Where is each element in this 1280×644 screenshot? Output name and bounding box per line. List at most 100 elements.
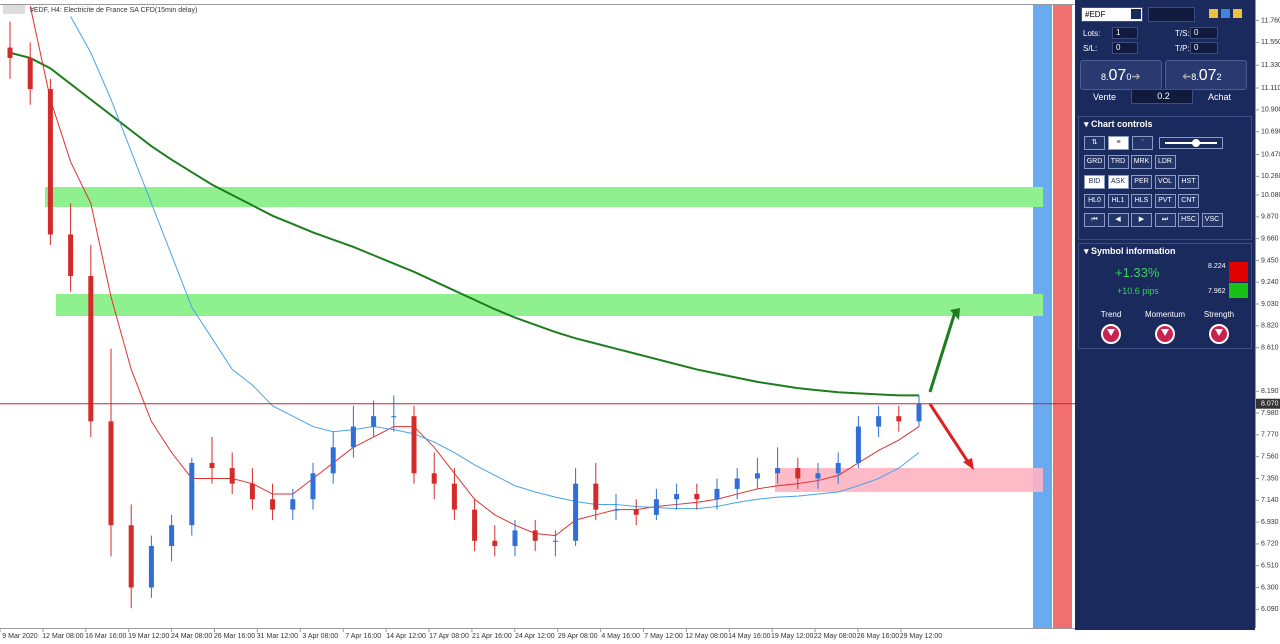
x-tick-label: 9 Mar 2020 bbox=[2, 633, 38, 640]
label: T/P: bbox=[1175, 44, 1190, 53]
y-tick-label: 8.610 bbox=[1261, 344, 1279, 351]
control-button[interactable]: BID bbox=[1084, 175, 1105, 189]
candle-body bbox=[229, 468, 235, 484]
resistance-zone bbox=[56, 294, 1043, 316]
search-field[interactable] bbox=[1148, 7, 1195, 22]
control-button[interactable]: PER bbox=[1131, 175, 1152, 189]
y-tick-label: 6.090 bbox=[1261, 606, 1279, 613]
control-button[interactable]: ASK bbox=[1107, 175, 1129, 189]
candle-body bbox=[472, 509, 478, 541]
window-icon[interactable] bbox=[3, 5, 25, 14]
nav-button[interactable]: ◀ bbox=[1107, 213, 1129, 227]
icon[interactable] bbox=[1209, 9, 1218, 18]
ts-input[interactable]: 0 bbox=[1190, 27, 1218, 39]
tp-input[interactable]: 0 bbox=[1190, 42, 1218, 54]
dropdown-icon[interactable] bbox=[1131, 9, 1141, 19]
y-tick-label: 10.900 bbox=[1261, 107, 1280, 114]
candle-body bbox=[653, 499, 659, 515]
icon-button[interactable]: ⌃ bbox=[1132, 136, 1153, 150]
support-zone bbox=[775, 468, 1043, 492]
candle-body bbox=[451, 483, 457, 510]
candle-body bbox=[674, 494, 680, 500]
indicator-arrow bbox=[1209, 324, 1229, 344]
current-price-tag bbox=[1256, 398, 1280, 409]
up-arrow-head bbox=[950, 308, 960, 320]
x-tick-label: 12 May 08:00 bbox=[685, 633, 728, 640]
x-tick-label: 7 Apr 16:00 bbox=[345, 633, 381, 640]
y-tick-label: 9.660 bbox=[1261, 235, 1279, 242]
control-button[interactable]: PVT bbox=[1154, 194, 1176, 208]
control-button[interactable]: HL1 bbox=[1107, 194, 1129, 208]
symbol: #EDF bbox=[1085, 10, 1106, 19]
icon-button[interactable]: ≡ bbox=[1108, 136, 1129, 150]
icon-button[interactable]: ⇅ bbox=[1084, 136, 1105, 150]
y-tick-label: 10.690 bbox=[1261, 129, 1280, 136]
control-button[interactable]: MRK bbox=[1131, 155, 1152, 169]
control-button[interactable]: CNT bbox=[1178, 194, 1199, 208]
indicator: Trend bbox=[1083, 310, 1139, 344]
control-button[interactable]: VSC bbox=[1201, 213, 1223, 227]
section-title[interactable]: ▾ Chart controls bbox=[1084, 119, 1153, 129]
candle-body bbox=[532, 530, 538, 541]
price-part: 8. bbox=[1101, 72, 1109, 82]
nav-button[interactable]: ⏮ bbox=[1084, 213, 1105, 227]
icon[interactable] bbox=[1233, 9, 1242, 18]
candle-body bbox=[290, 499, 296, 510]
candle-body bbox=[371, 416, 377, 427]
x-tick-label: 24 Apr 12:00 bbox=[515, 633, 555, 640]
control-button[interactable]: TRD bbox=[1107, 155, 1129, 169]
candle-body bbox=[512, 530, 518, 546]
x-tick-label: 31 Mar 12:00 bbox=[257, 633, 298, 640]
buy-button[interactable]: ➔8.072 bbox=[1165, 60, 1247, 90]
y-tick-label: 10.470 bbox=[1261, 151, 1280, 158]
y-tick-label: 11.330 bbox=[1261, 62, 1280, 69]
low-box bbox=[1229, 283, 1248, 298]
lots-input[interactable]: 1 bbox=[1112, 27, 1138, 39]
candle-body bbox=[350, 426, 356, 448]
sl-input[interactable]: 0 bbox=[1112, 42, 1138, 54]
candle-body bbox=[128, 525, 134, 588]
x-tick-label: 17 Apr 08:00 bbox=[429, 633, 469, 640]
y-tick-label: 8.820 bbox=[1261, 323, 1279, 330]
symbol-select[interactable]: #EDF bbox=[1081, 7, 1143, 22]
candle-body bbox=[775, 468, 781, 474]
candle-body bbox=[734, 478, 740, 489]
control-button[interactable]: HLS bbox=[1131, 194, 1152, 208]
candle-body bbox=[88, 276, 94, 422]
y-tick-label: 6.510 bbox=[1261, 563, 1279, 570]
candle-body bbox=[835, 462, 841, 474]
y-tick-label: 7.980 bbox=[1261, 410, 1279, 417]
sell-button[interactable]: 8.070➔ bbox=[1080, 60, 1162, 90]
section-title[interactable]: ▾ Symbol information bbox=[1084, 246, 1176, 256]
price-part: 2 bbox=[1216, 72, 1222, 82]
nav-button[interactable]: ⏭ bbox=[1154, 213, 1176, 227]
price-part: 8. bbox=[1191, 72, 1199, 82]
candle-body bbox=[573, 483, 579, 541]
volume-input[interactable]: 0.2 bbox=[1131, 89, 1193, 104]
label: T/S: bbox=[1175, 29, 1190, 38]
candle-body bbox=[411, 416, 417, 474]
control-button[interactable]: HL0 bbox=[1084, 194, 1105, 208]
trade-panel: #EDF Lots: 1 T/S: 0 S/L: 0 T/P: 0 8.070➔… bbox=[1075, 0, 1255, 630]
control-button[interactable]: LDR bbox=[1154, 155, 1176, 169]
control-button[interactable]: HST bbox=[1178, 175, 1199, 189]
x-tick-label: 4 May 16:00 bbox=[601, 633, 640, 640]
x-tick-label: 29 May 12:00 bbox=[900, 633, 943, 640]
candle-body bbox=[169, 525, 175, 546]
label: Lots: bbox=[1083, 29, 1101, 38]
candle-body bbox=[431, 473, 437, 484]
y-tick-label: 9.240 bbox=[1261, 279, 1279, 286]
change: +1.33% bbox=[1115, 265, 1160, 280]
control-button[interactable]: GRD bbox=[1084, 155, 1105, 169]
down-arrow bbox=[928, 403, 972, 466]
slider[interactable] bbox=[1159, 137, 1223, 149]
nav-button[interactable]: ▶ bbox=[1131, 213, 1152, 227]
price-part: 07 bbox=[1198, 67, 1217, 84]
candle-body bbox=[310, 473, 316, 500]
control-button[interactable]: HSC bbox=[1178, 213, 1199, 227]
control-button[interactable]: VOL bbox=[1154, 175, 1176, 189]
y-tick-label: 10.260 bbox=[1261, 173, 1280, 180]
icon[interactable] bbox=[1221, 9, 1230, 18]
price-part: 07 bbox=[1108, 67, 1127, 84]
